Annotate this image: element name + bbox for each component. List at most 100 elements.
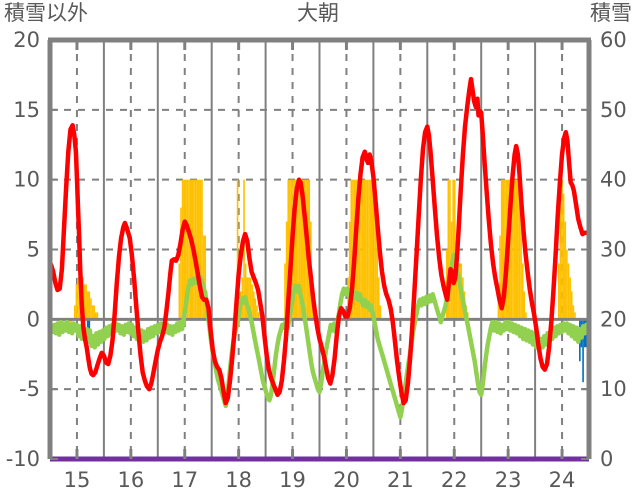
snow-depth-bar	[510, 179, 513, 320]
snow-depth-bar	[243, 179, 245, 320]
snow-depth-bar	[504, 179, 506, 320]
snow-depth-bar	[75, 284, 78, 320]
snow-depth-bar	[252, 291, 255, 320]
snow-depth-bar	[376, 221, 378, 320]
snow-depth-bar	[521, 263, 524, 320]
snow-depth-bar	[379, 305, 382, 320]
y2-tick-label: 50	[600, 98, 627, 122]
snow-depth-bar	[517, 179, 519, 320]
snow-depth-bar	[368, 179, 370, 320]
snow-depth-bar	[520, 207, 522, 320]
y2-tick-label: 10	[600, 377, 627, 401]
snow-depth-bar	[73, 305, 76, 320]
snow-depth-bar	[361, 179, 364, 320]
snow-depth-bar	[502, 179, 505, 320]
snow-depth-bar	[85, 284, 87, 320]
snow-depth-bar	[83, 284, 86, 320]
x-tick-label: 22	[441, 468, 468, 492]
chart-title: 大朝	[297, 1, 339, 25]
snow-depth-bar	[365, 179, 367, 320]
snow-depth-bar	[197, 179, 200, 320]
snow-depth-bar	[180, 207, 182, 320]
snow-depth-bar	[360, 179, 362, 320]
snow-depth-bar	[512, 179, 514, 320]
snow-depth-bar	[457, 263, 459, 320]
snow-depth-bar	[374, 179, 377, 320]
snow-depth-bar	[295, 179, 298, 320]
y2-tick-label: 30	[600, 238, 627, 262]
red-line	[48, 76, 592, 406]
snow-depth-bar	[366, 179, 369, 320]
snow-depth-bar	[251, 284, 253, 320]
snow-depth-bar	[93, 305, 96, 320]
right-axis-tick-labels: 0 10 20 30 40 50 60	[600, 28, 627, 471]
snow-depth-bar	[564, 221, 567, 320]
snow-depth-bar	[186, 179, 189, 320]
snow-depth-bar	[199, 179, 202, 320]
snow-depth-bar	[183, 179, 186, 320]
snow-depth-bar	[515, 179, 518, 320]
snow-depth-bar	[513, 179, 516, 320]
x-tick-label: 19	[279, 468, 306, 492]
snow-depth-bar	[500, 179, 503, 320]
snow-depth-bar	[559, 179, 562, 320]
x-tick-label: 23	[495, 468, 522, 492]
y2-tick-label: 20	[600, 307, 627, 331]
precipitation-bar	[88, 319, 91, 334]
snow-depth-bar	[518, 179, 521, 320]
snow-depth-bar	[256, 305, 258, 320]
snow-depth-bar	[185, 179, 187, 320]
x-axis-tick-labels: 15 16 17 18 19 20 21 22 23 24	[64, 468, 576, 492]
snow-depth-bar	[447, 179, 450, 320]
snow-depth-bar	[566, 249, 568, 320]
snow-depth-bar	[178, 263, 181, 320]
snow-depth-bar	[497, 291, 500, 320]
x-tick-label: 18	[225, 468, 252, 492]
snow-depth-bar	[201, 179, 203, 320]
snow-depth-bar	[572, 305, 575, 320]
y-tick-label: -5	[19, 377, 40, 401]
snow-depth-bar	[90, 298, 92, 320]
snow-depth-bar	[196, 179, 198, 320]
snow-depth-bar	[181, 179, 184, 320]
x-tick-label: 16	[117, 468, 144, 492]
snow-depth-bar	[452, 179, 454, 320]
snow-depth-bar	[95, 312, 97, 320]
snow-depth-bar	[249, 277, 252, 320]
snow-depth-bar	[350, 179, 353, 320]
snow-depth-bar	[285, 221, 288, 320]
snow-depth-bar	[284, 263, 286, 320]
snow-depth-bar	[254, 298, 257, 320]
snow-depth-bar	[236, 179, 239, 320]
snow-depth-bar	[569, 277, 571, 320]
snow-depth-bar	[204, 235, 207, 320]
snow-depth-bar	[188, 179, 190, 320]
x-tick-label: 15	[64, 468, 91, 492]
snow-depth-bar	[303, 179, 306, 320]
snow-depth-bar	[348, 221, 351, 320]
y-tick-label: 10	[13, 168, 40, 192]
snow-depth-bar	[297, 179, 299, 320]
snow-depth-bar	[189, 179, 192, 320]
snow-depth-bar	[358, 179, 361, 320]
snow-depth-bar	[257, 312, 260, 320]
snow-depth-bar	[202, 235, 205, 320]
snow-depth-bar	[347, 277, 349, 320]
snow-depth-bar	[96, 312, 99, 320]
snow-depth-bar	[567, 263, 570, 320]
x-tick-label: 21	[387, 468, 414, 492]
snow-depth-bar	[523, 291, 526, 320]
snow-depth-bar	[287, 179, 290, 320]
y2-tick-label: 0	[600, 447, 613, 471]
axis-ticks	[50, 39, 589, 460]
snow-depth-bar	[377, 277, 380, 320]
snow-depth-bar	[356, 179, 359, 320]
y2-tick-label: 60	[600, 28, 627, 52]
left-axis-header: 積雪以外	[4, 1, 88, 25]
snow-depth-bar	[301, 179, 304, 320]
snow-depth-bar	[77, 277, 79, 320]
snow-depth-bar	[293, 179, 296, 320]
snow-depth-bar	[369, 179, 372, 320]
y-tick-label: 5	[27, 238, 40, 262]
